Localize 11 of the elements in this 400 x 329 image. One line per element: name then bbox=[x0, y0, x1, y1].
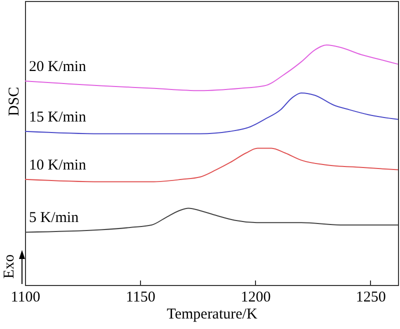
x-tick-label: 1250 bbox=[356, 290, 386, 306]
x-tick-label: 1100 bbox=[10, 290, 40, 306]
x-tick-label: 1150 bbox=[126, 290, 156, 306]
text: Exo bbox=[2, 253, 18, 281]
x-axis-title: Temperature/K bbox=[166, 306, 258, 322]
series-label: 10 K/min bbox=[29, 157, 87, 174]
series-label: 15 K/min bbox=[29, 109, 87, 126]
x-tick-label: 1200 bbox=[240, 290, 271, 306]
series-label: 20 K/min bbox=[29, 59, 87, 75]
y-axis-title: DSC bbox=[6, 86, 22, 116]
series-label: 5 K/min bbox=[29, 210, 80, 226]
